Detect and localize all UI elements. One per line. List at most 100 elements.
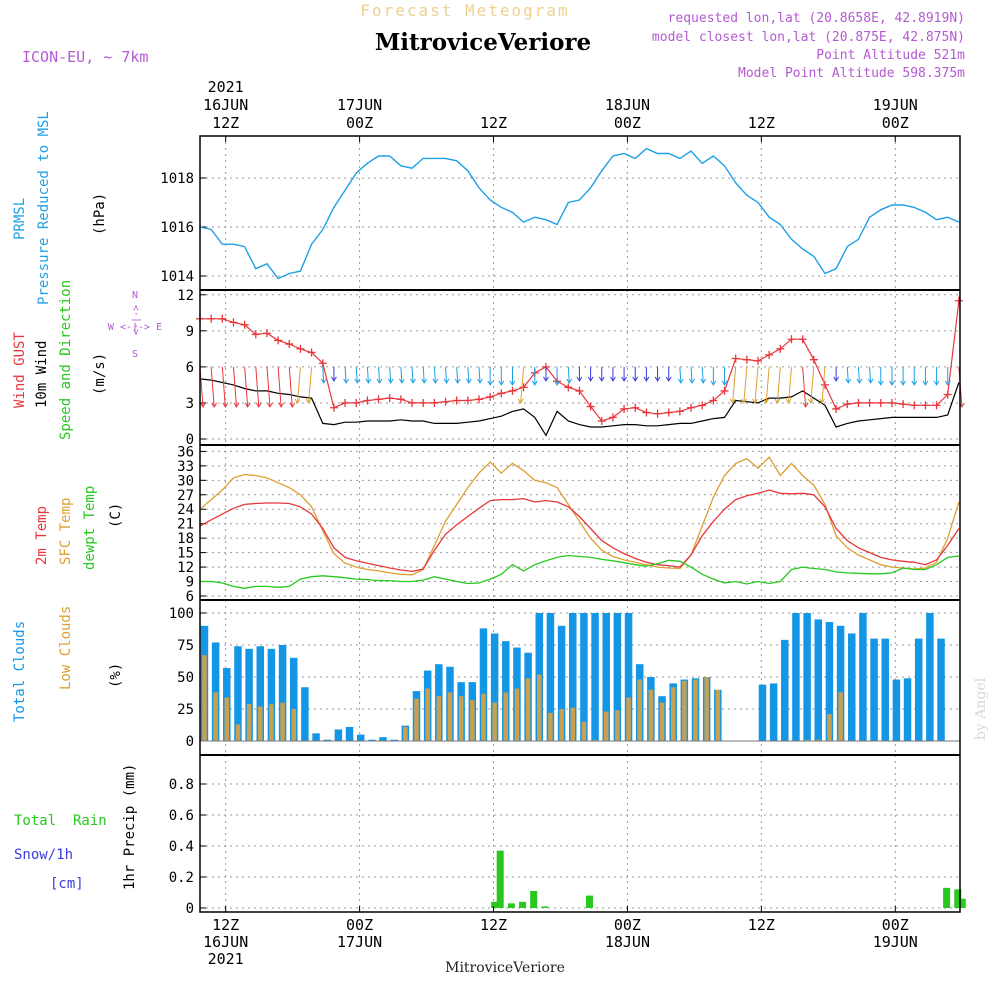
bottom-time-label: 00Z: [614, 916, 641, 934]
wind-arrow-head: [689, 378, 695, 384]
total-cloud-bar: [502, 641, 510, 741]
dewpt-label: dewpt Temp: [82, 486, 98, 570]
y-tick-label: 50: [177, 670, 194, 686]
wind-arrow-head: [487, 380, 494, 386]
y-tick-label: 12: [177, 288, 194, 304]
total-cloud-bar: [870, 638, 878, 741]
bottom-time-label: 12Z: [212, 916, 239, 934]
low-cloud-bar: [704, 677, 709, 741]
wind-arrow: [266, 366, 271, 407]
wind-arrow: [308, 366, 313, 403]
total-cloud-bar: [568, 613, 577, 741]
gust-point: [664, 408, 673, 417]
wind-arrow: [478, 366, 481, 383]
rain-bar: [496, 850, 504, 908]
wind-arrow-head: [933, 380, 940, 386]
total-rain-label: Total Rain: [14, 813, 107, 829]
total-cloud-bar: [256, 646, 265, 741]
low-cloud-bar: [559, 709, 564, 741]
wind-arrow: [389, 366, 392, 383]
total-cloud-bar: [613, 613, 622, 741]
y-tick-label: 25: [177, 702, 194, 718]
gust-point: [597, 416, 606, 425]
wind-arrow: [754, 366, 759, 403]
gust-point: [932, 401, 941, 410]
total-cloud-bar: [624, 613, 633, 741]
wind-arrow: [221, 366, 226, 407]
y-tick-label: 18: [177, 531, 194, 547]
total-cloud-bar: [490, 633, 499, 741]
total-cloud-bar: [914, 638, 923, 741]
wind-arrow-head: [833, 376, 840, 382]
wind-arrow-head: [517, 398, 524, 404]
compass-ns-axis: <-|->: [131, 305, 142, 335]
y-tick-label: 33: [177, 459, 194, 475]
y-tick-label: 3: [186, 396, 194, 412]
temp2m-line: [199, 489, 960, 573]
low-cloud-bar: [570, 707, 575, 741]
wind-arrow-head: [289, 402, 296, 408]
top-time-label: 17JUN: [337, 96, 382, 114]
total-cloud-bar: [792, 613, 800, 741]
precip-labels: Total Rain Snow/1h [cm] 1hr Precip (mm): [14, 764, 138, 892]
total-cloud-bar: [546, 613, 555, 741]
gust-point: [809, 355, 818, 364]
wind-arrow-head: [200, 402, 206, 408]
wind-arrow: [776, 366, 781, 403]
wind-arrow-head: [305, 398, 312, 404]
wind-arrow: [232, 366, 237, 407]
total-cloud-bar: [479, 628, 488, 741]
low-cloud-bar: [280, 702, 285, 741]
wind-arrow: [701, 366, 704, 383]
low-cloud-bar: [503, 692, 509, 741]
wind-arrow-head: [609, 376, 616, 382]
gust-point: [620, 404, 629, 413]
top-time-label: 18JUN: [605, 96, 650, 114]
wind-arrow-head: [807, 398, 814, 404]
low-cloud-bar: [715, 689, 721, 741]
wind-arrow-head: [267, 402, 273, 408]
y-tick-label: 15: [177, 546, 194, 562]
total-cloud-bar: [245, 648, 253, 741]
wind-arrow: [732, 366, 737, 403]
wind-arrow-head: [700, 378, 707, 384]
gust-point: [285, 340, 294, 349]
gust-point: [675, 407, 684, 416]
closest-coords: model closest lon,lat (20.875E, 42.875N): [652, 30, 965, 45]
y-tick-label: 12: [177, 560, 194, 576]
low-cloud-bar: [436, 696, 442, 741]
gust-point: [441, 397, 450, 406]
y-tick-label: 1018: [160, 171, 194, 187]
wind-arrow-head: [598, 376, 605, 382]
pressure-labels: PRMSL Pressure Reduced to MSL (hPa): [12, 111, 108, 305]
top-time-label: 19JUN: [873, 96, 918, 114]
dewpt-line: [200, 554, 959, 589]
low-cloud-bar: [269, 703, 274, 741]
total-cloud-bar: [903, 678, 912, 741]
low-cloud-bar: [548, 712, 553, 741]
wind-arrow-head: [721, 380, 728, 386]
cloud-unit: (%): [108, 663, 124, 688]
y-tick-label: 9: [186, 575, 194, 591]
total-cloud-bar: [781, 639, 789, 741]
low-cloud-bar: [246, 703, 252, 741]
rain-bar: [519, 901, 527, 908]
wind-arrow-head: [387, 378, 394, 384]
gust-point: [608, 413, 617, 422]
gust-point: [318, 359, 327, 368]
total-cloud-bar: [758, 684, 767, 741]
overlay-title: Forecast Meteogram: [360, 1, 569, 20]
top-time-label: 12Z: [480, 114, 507, 132]
prmsl-desc-label: Pressure Reduced to MSL: [36, 111, 52, 305]
y-tick-label: 75: [177, 638, 194, 654]
rain-bar: [541, 906, 549, 908]
y-tick-label: 0.2: [169, 870, 194, 886]
total-cloud-bar: [312, 733, 320, 741]
y-tick-label: 1016: [160, 220, 194, 236]
top-time-label: 12Z: [748, 114, 775, 132]
gust-point: [921, 401, 930, 410]
low-cloud-bar: [592, 739, 598, 741]
y-tick-label: 0: [186, 432, 194, 448]
bottom-time-label: 12Z: [748, 916, 775, 934]
wind-arrow-head: [576, 376, 583, 382]
